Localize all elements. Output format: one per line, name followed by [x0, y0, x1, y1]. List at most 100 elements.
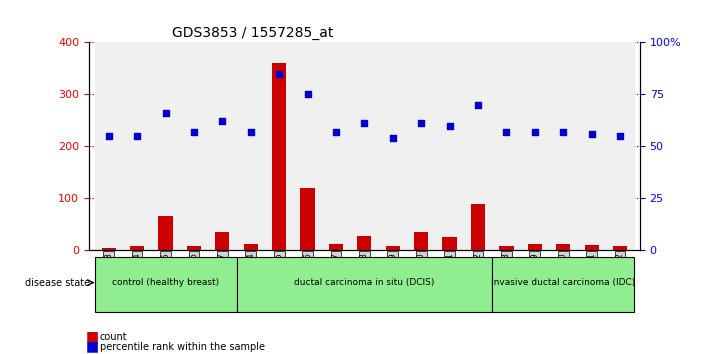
Bar: [471, 205, 485, 250]
Bar: [606, 42, 634, 250]
Bar: [378, 42, 407, 250]
Point: [103, 133, 114, 139]
Bar: [407, 42, 435, 250]
Text: GSM535611: GSM535611: [445, 252, 454, 303]
Bar: [265, 42, 294, 250]
Bar: [414, 232, 428, 250]
FancyBboxPatch shape: [237, 257, 492, 312]
Point: [444, 123, 455, 129]
Text: ductal carcinoma in situ (DCIS): ductal carcinoma in situ (DCIS): [294, 278, 434, 287]
Point: [614, 133, 626, 139]
Bar: [329, 244, 343, 250]
Bar: [159, 216, 173, 250]
Bar: [528, 244, 542, 250]
Text: GSM535618: GSM535618: [502, 252, 511, 303]
Bar: [187, 246, 201, 250]
Text: GDS3853 / 1557285_at: GDS3853 / 1557285_at: [171, 26, 333, 40]
Text: disease state: disease state: [25, 278, 90, 287]
Point: [359, 121, 370, 126]
FancyBboxPatch shape: [95, 257, 237, 312]
Bar: [499, 246, 513, 250]
Point: [188, 129, 200, 135]
Bar: [385, 246, 400, 250]
Point: [501, 129, 512, 135]
Text: control (healthy breast): control (healthy breast): [112, 278, 219, 287]
Bar: [613, 246, 627, 250]
Text: GSM535605: GSM535605: [274, 252, 284, 303]
FancyBboxPatch shape: [492, 257, 634, 312]
Bar: [215, 232, 230, 250]
Bar: [577, 42, 606, 250]
Point: [387, 135, 398, 141]
Bar: [471, 205, 485, 250]
Point: [331, 129, 342, 135]
Text: GSM535616: GSM535616: [189, 252, 198, 303]
Bar: [180, 42, 208, 250]
Text: GSM535621: GSM535621: [587, 252, 596, 303]
Point: [415, 121, 427, 126]
Point: [529, 129, 540, 135]
Point: [160, 110, 171, 116]
Text: GSM535604: GSM535604: [246, 252, 255, 303]
Bar: [244, 244, 258, 250]
Bar: [464, 42, 492, 250]
Bar: [351, 42, 378, 250]
Text: GSM535620: GSM535620: [559, 252, 567, 303]
Text: GSM535615: GSM535615: [161, 252, 170, 303]
Text: GSM535610: GSM535610: [417, 252, 426, 303]
Bar: [272, 63, 287, 250]
Point: [132, 133, 143, 139]
Bar: [208, 42, 237, 250]
Bar: [584, 245, 599, 250]
Text: count: count: [100, 332, 127, 342]
Bar: [123, 42, 151, 250]
Text: GSM535613: GSM535613: [105, 252, 113, 303]
Bar: [151, 42, 180, 250]
Point: [274, 71, 285, 76]
Point: [557, 129, 569, 135]
Point: [217, 119, 228, 124]
Text: GSM535607: GSM535607: [331, 252, 341, 303]
Point: [586, 131, 597, 137]
Bar: [528, 244, 542, 250]
Bar: [414, 232, 428, 250]
Bar: [492, 42, 520, 250]
Bar: [294, 42, 322, 250]
Bar: [102, 247, 116, 250]
Bar: [613, 246, 627, 250]
Text: GSM535609: GSM535609: [388, 252, 397, 303]
Text: GSM535612: GSM535612: [474, 252, 483, 303]
Text: GSM535622: GSM535622: [616, 252, 624, 303]
Bar: [520, 42, 549, 250]
Bar: [301, 188, 315, 250]
Bar: [322, 42, 351, 250]
Bar: [301, 188, 315, 250]
Bar: [244, 244, 258, 250]
Text: ■: ■: [85, 339, 98, 353]
Bar: [329, 244, 343, 250]
Bar: [130, 246, 144, 250]
Bar: [215, 232, 230, 250]
Bar: [102, 247, 116, 250]
Bar: [556, 244, 570, 250]
Bar: [435, 42, 464, 250]
Text: GSM535608: GSM535608: [360, 252, 369, 303]
Bar: [549, 42, 577, 250]
Bar: [584, 245, 599, 250]
Bar: [187, 246, 201, 250]
Bar: [358, 236, 371, 250]
Bar: [130, 246, 144, 250]
Text: invasive ductal carcinoma (IDC): invasive ductal carcinoma (IDC): [491, 278, 636, 287]
Bar: [442, 237, 456, 250]
Text: ■: ■: [85, 329, 98, 343]
Bar: [95, 42, 123, 250]
Point: [245, 129, 257, 135]
Text: percentile rank within the sample: percentile rank within the sample: [100, 342, 264, 353]
Bar: [272, 63, 287, 250]
Bar: [385, 246, 400, 250]
Text: GSM535606: GSM535606: [303, 252, 312, 303]
Bar: [499, 246, 513, 250]
Point: [302, 92, 314, 97]
Text: GSM535619: GSM535619: [530, 252, 540, 303]
Bar: [237, 42, 265, 250]
